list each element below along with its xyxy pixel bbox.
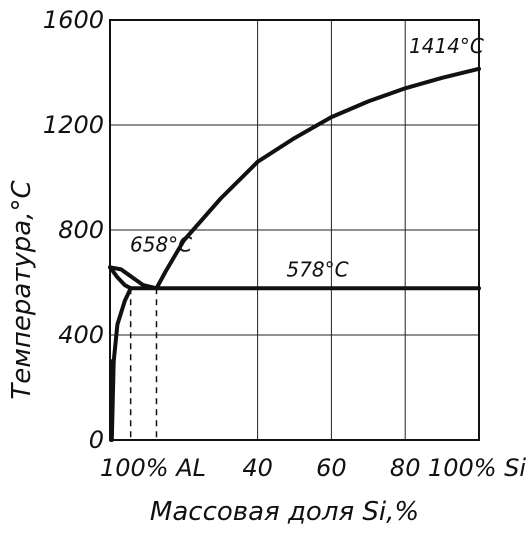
annotation-label: 1414°C: [409, 34, 484, 58]
plot-frame: [109, 19, 480, 441]
series-layer: [108, 66, 481, 442]
y-tick-label: 400: [58, 321, 104, 349]
curve-solidus-al: [108, 265, 133, 291]
curve-solvus-inner: [109, 359, 114, 442]
y-tick-label: 1600: [43, 6, 104, 34]
x-tick-label: 80: [390, 454, 421, 482]
curve-solvus: [109, 286, 133, 442]
x-tick-label: 40: [242, 454, 273, 482]
x-tick-label: 100% Si: [428, 454, 526, 482]
annotation-label: 578°C: [286, 257, 348, 281]
x-axis-ticks: 100% AL 40 60 80 100% Si: [100, 454, 526, 482]
y-axis-title: Температура,°С: [7, 179, 37, 399]
x-tick-label: 100% AL: [100, 454, 206, 482]
x-tick-label: 60: [316, 454, 347, 482]
y-tick-label: 1200: [43, 111, 104, 139]
guide-lines: [111, 288, 158, 440]
curve-liquidus-al: [108, 265, 159, 291]
curve-liquidus-si: [154, 66, 481, 291]
y-tick-label: 0: [89, 426, 104, 454]
y-axis-ticks: 0 400 800 1200 1600: [43, 6, 104, 454]
y-tick-label: 800: [58, 216, 104, 244]
annotations: 658°C 578°C 1414°C: [130, 34, 484, 281]
x-axis-title: Массовая доля Si,%: [150, 497, 419, 527]
annotation-label: 658°C: [130, 232, 192, 256]
